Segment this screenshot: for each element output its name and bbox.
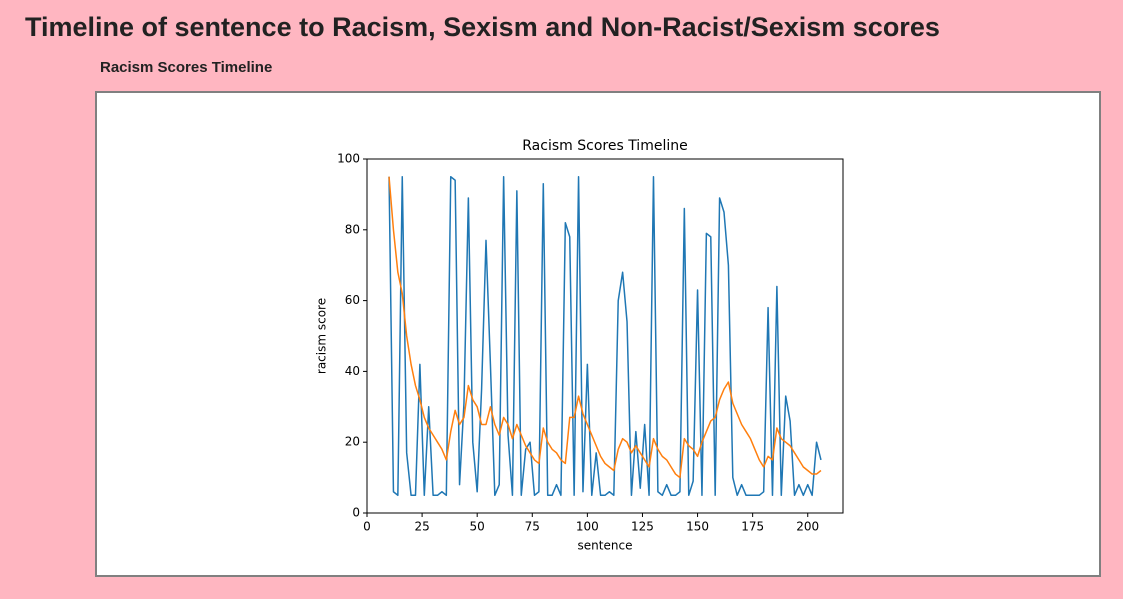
y-tick-label: 100	[337, 152, 360, 166]
x-tick-label: 25	[414, 520, 429, 534]
chart-title: Racism Scores Timeline	[522, 138, 687, 154]
x-tick-label: 50	[470, 520, 485, 534]
plot-frame	[366, 158, 844, 514]
y-tick-label: 40	[345, 364, 360, 378]
y-tick-label: 60	[345, 293, 360, 307]
y-axis-label: racism score	[315, 298, 329, 374]
page-title: Timeline of sentence to Racism, Sexism a…	[25, 12, 940, 42]
x-axis-label: sentence	[578, 539, 633, 553]
series-line	[388, 175, 822, 497]
x-tick-label: 125	[631, 520, 654, 534]
chart: Racism Scores Timeline sentence racism s…	[315, 138, 844, 553]
series-line	[388, 176, 822, 479]
y-tick-label: 20	[345, 435, 360, 449]
x-tick-label: 75	[525, 520, 540, 534]
x-tick-label: 175	[741, 520, 764, 534]
section-title: Racism Scores Timeline	[100, 59, 273, 76]
x-tick-label: 100	[576, 520, 599, 534]
x-tick-label: 0	[363, 520, 371, 534]
x-tick-label: 200	[796, 520, 819, 534]
y-tick-label: 0	[352, 506, 360, 520]
x-tick-label: 150	[686, 520, 709, 534]
chart-frame: Racism Scores Timeline sentence racism s…	[95, 91, 1101, 577]
y-tick-label: 80	[345, 222, 360, 236]
